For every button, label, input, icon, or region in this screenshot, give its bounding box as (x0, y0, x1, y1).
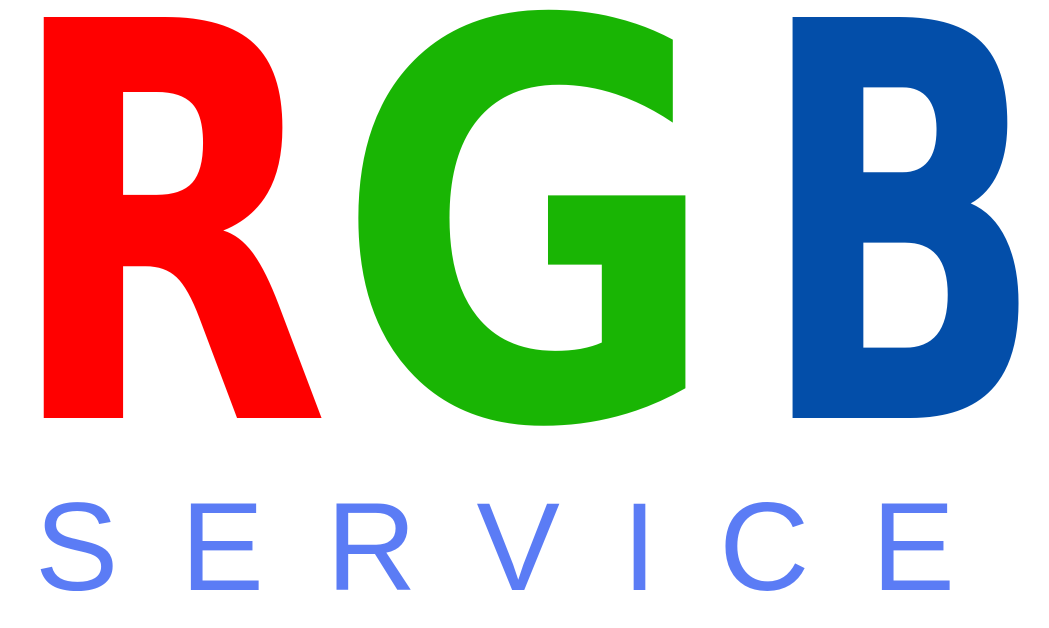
tagline: SERVICE (35, 478, 955, 617)
logo-letter: B (758, 0, 1045, 548)
logo-letter: R (5, 0, 330, 548)
logo-letter: G (335, 0, 720, 548)
